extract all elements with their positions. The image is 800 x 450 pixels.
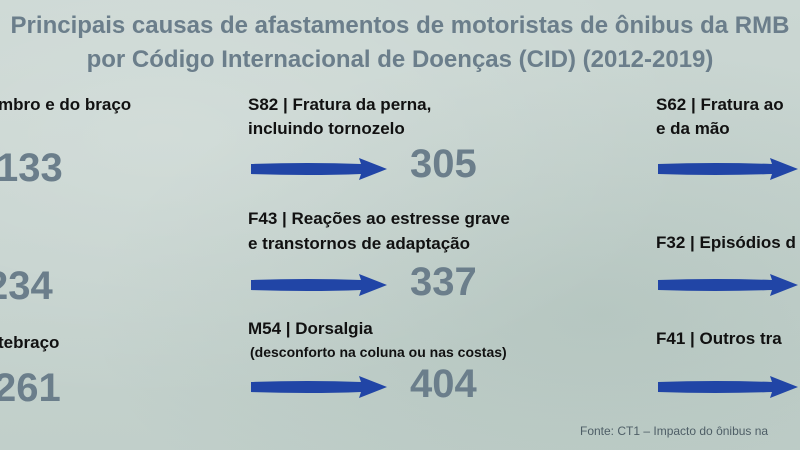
arrow-icon bbox=[658, 376, 798, 398]
arrow-icon bbox=[658, 274, 798, 296]
middle-label-1-line-2: incluindo tornozelo bbox=[248, 119, 405, 138]
arrow-icon bbox=[251, 376, 387, 398]
middle-label-2-line-1: F43 | Reações ao estresse grave bbox=[248, 209, 510, 228]
middle-label-2-line-2: e transtornos de adaptação bbox=[248, 234, 471, 253]
right-label-2: F32 | Episódios d bbox=[656, 233, 796, 252]
middle-label-1-line-1: S82 | Fratura da perna, bbox=[248, 95, 432, 114]
middle-value-1: 305 bbox=[410, 142, 477, 186]
left-value-3: 261 bbox=[0, 366, 61, 410]
title-line-2: por Código Internacional de Doenças (CID… bbox=[86, 46, 714, 73]
arrow-icon bbox=[658, 158, 798, 180]
title-line-1: Principais causas de afastamentos de mot… bbox=[10, 12, 790, 39]
arrow-icon bbox=[251, 274, 387, 296]
source-note: Fonte: CT1 – Impacto do ônibus na bbox=[580, 424, 769, 438]
middle-label-3-line-2: (desconforto na coluna ou nas costas) bbox=[250, 344, 507, 360]
left-value-2: 234 bbox=[0, 264, 53, 308]
middle-value-3: 404 bbox=[410, 362, 477, 406]
right-label-1-line-2: e da mão bbox=[656, 119, 730, 138]
left-label-1: mbro e do braço bbox=[0, 95, 132, 114]
left-value-1: 133 bbox=[0, 146, 63, 190]
left-label-3: tebraço bbox=[0, 333, 60, 352]
arrow-icon bbox=[251, 158, 387, 180]
right-label-3: F41 | Outros tra bbox=[656, 329, 782, 348]
middle-label-3-line-1: M54 | Dorsalgia bbox=[248, 319, 373, 338]
middle-value-2: 337 bbox=[410, 260, 477, 304]
right-label-1-line-1: S62 | Fratura ao bbox=[656, 95, 784, 114]
